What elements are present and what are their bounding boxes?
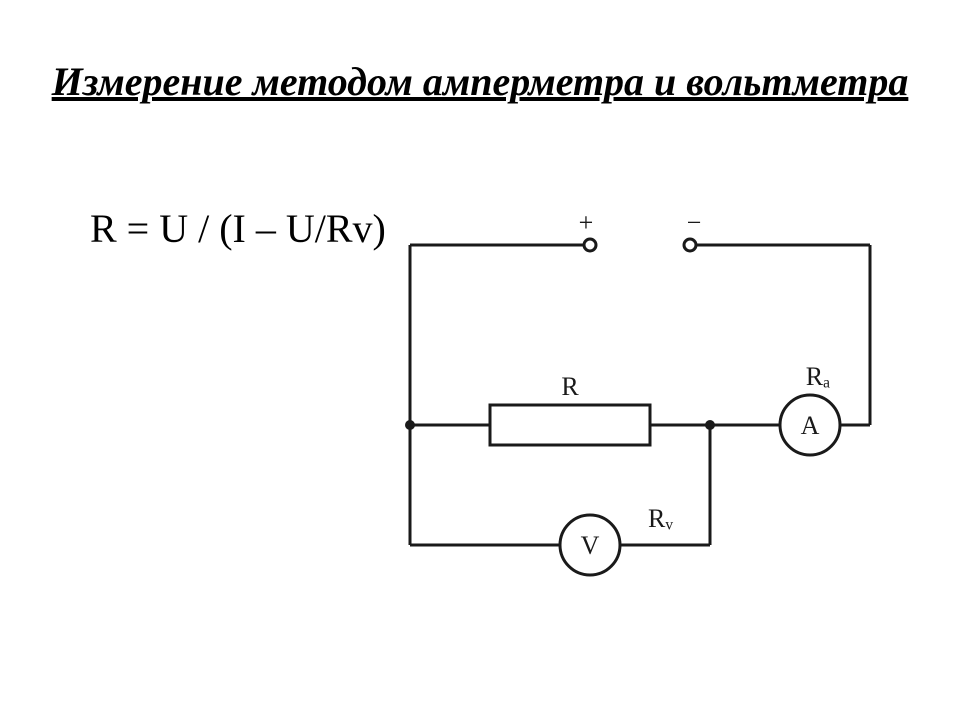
svg-text:Rₐ: Rₐ bbox=[806, 362, 830, 391]
svg-text:+: + bbox=[579, 208, 594, 237]
circuit-diagram: + − R A Rₐ V Rᵥ bbox=[370, 205, 910, 630]
svg-text:V: V bbox=[581, 531, 600, 560]
svg-text:−: − bbox=[687, 208, 702, 237]
page-title: Измерение методом амперметра и вольтметр… bbox=[0, 55, 960, 109]
svg-text:R: R bbox=[561, 372, 579, 401]
formula-text: R = U / (I – U/Rv) bbox=[90, 205, 386, 252]
svg-text:Rᵥ: Rᵥ bbox=[648, 504, 673, 533]
svg-text:A: A bbox=[801, 411, 820, 440]
